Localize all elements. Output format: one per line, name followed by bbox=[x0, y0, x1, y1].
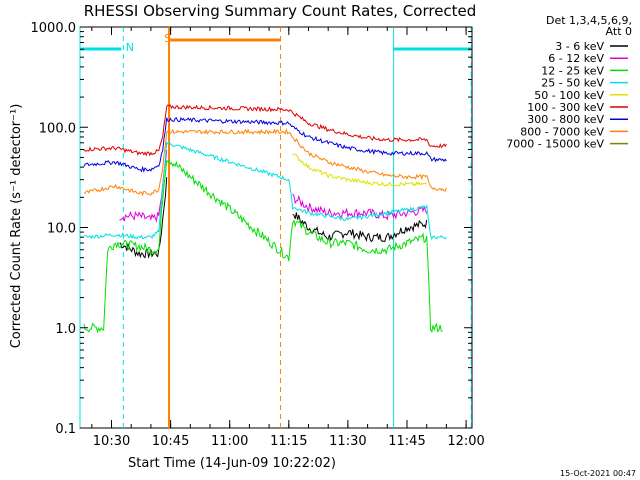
y-axis: 0.1 1.0 10.0 100.0 1000.0 bbox=[31, 21, 472, 437]
legend-entry-label: 50 - 100 keV bbox=[534, 89, 604, 102]
night-flag-label: N bbox=[126, 41, 134, 54]
series-line bbox=[292, 153, 428, 187]
x-tick-label: 12:00 bbox=[447, 434, 484, 449]
plot-area: NS bbox=[79, 26, 473, 429]
series-line bbox=[83, 104, 447, 157]
legend-entry-label: 6 - 12 keV bbox=[548, 52, 604, 65]
saa-flag-label: S bbox=[164, 32, 171, 45]
series-line bbox=[83, 128, 447, 197]
x-tick-label: 11:30 bbox=[329, 434, 366, 449]
y-tick-label: 0.1 bbox=[55, 422, 76, 437]
legend-entry-label: 7000 - 15000 keV bbox=[506, 138, 604, 151]
series-line bbox=[83, 116, 447, 173]
y-tick-label: 10.0 bbox=[47, 222, 76, 237]
plot-frame bbox=[79, 26, 473, 429]
y-tick-label: 100.0 bbox=[39, 121, 76, 136]
legend-entry-label: 800 - 7000 keV bbox=[520, 125, 604, 138]
chart-title: RHESSI Observing Summary Count Rates, Co… bbox=[84, 2, 477, 20]
x-axis: 10:30 10:45 11:00 11:15 11:30 11:45 12:00 bbox=[91, 27, 485, 449]
legend-entry-label: 100 - 300 keV bbox=[527, 101, 604, 114]
x-tick-label: 10:30 bbox=[93, 434, 130, 449]
generated-timestamp: 15-Oct-2021 00:47 bbox=[560, 469, 636, 478]
series-line bbox=[83, 159, 443, 334]
legend-entry-label: 300 - 800 keV bbox=[527, 113, 604, 126]
legend-entry-label: 12 - 25 keV bbox=[541, 64, 604, 77]
x-tick-label: 11:15 bbox=[270, 434, 307, 449]
x-tick-label: 10:45 bbox=[152, 434, 189, 449]
x-tick-label: 11:00 bbox=[211, 434, 248, 449]
y-tick-label: 1000.0 bbox=[31, 21, 77, 36]
legend-entry-label: 3 - 6 keV bbox=[555, 40, 604, 53]
series-line bbox=[119, 149, 428, 223]
x-axis-label: Start Time (14-Jun-09 10:22:02) bbox=[128, 456, 336, 471]
y-axis-label: Corrected Count Rate (s⁻¹ detector⁻¹) bbox=[9, 104, 24, 349]
legend-header: Det 1,3,4,5,6,9, bbox=[546, 14, 632, 27]
series-line bbox=[83, 141, 447, 241]
legend-header: Att 0 bbox=[606, 25, 632, 38]
x-tick-label: 11:45 bbox=[388, 434, 425, 449]
y-tick-label: 1.0 bbox=[55, 322, 76, 337]
legend-entry-label: 25 - 50 keV bbox=[541, 77, 604, 90]
